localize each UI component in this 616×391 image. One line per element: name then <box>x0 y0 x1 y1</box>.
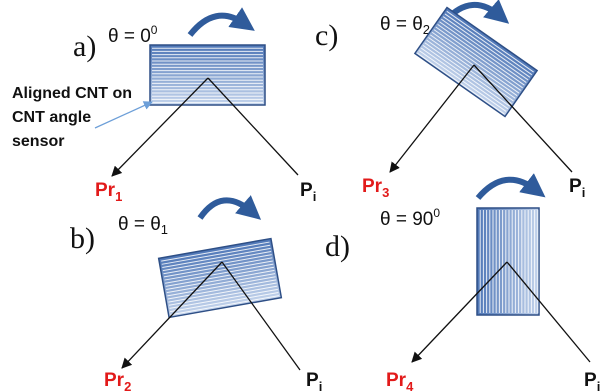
theta-text: θ = θ <box>380 14 423 35</box>
reflected-beam <box>111 77 209 177</box>
cnt-fiber <box>167 279 277 300</box>
cnt-fiber <box>161 244 271 265</box>
incident-text: P <box>584 370 597 391</box>
cnt-fiber <box>437 23 525 86</box>
sensor-body <box>413 6 539 118</box>
annotation-line-3: sensor <box>12 133 64 150</box>
reflected-text: Pr <box>104 370 125 391</box>
cnt-fiber <box>162 247 271 268</box>
incident-label: Pi <box>584 370 600 391</box>
incident-sub: i <box>597 379 601 391</box>
theta-text: θ = θ <box>118 214 161 235</box>
panel-label: d) <box>325 230 350 263</box>
cnt-fiber <box>417 52 505 115</box>
cnt-fiber <box>169 288 278 309</box>
cnt-fiber <box>163 254 272 275</box>
reflected-sub: 1 <box>115 189 122 204</box>
incident-beam <box>221 261 301 371</box>
reflected-label: Pr2 <box>104 370 131 391</box>
incident-beam <box>207 77 299 176</box>
cnt-fiber <box>161 241 270 262</box>
cnt-fiber <box>162 251 272 272</box>
cnt-fiber <box>166 269 275 291</box>
theta-text: θ = 0 <box>108 26 151 47</box>
cnt-fiber <box>435 26 523 89</box>
cnt-fiber <box>446 10 534 73</box>
cnt-fiber <box>431 31 520 94</box>
annotation: Aligned CNT on CNT angle sensor <box>12 85 153 150</box>
panel-a: a) θ = 00 Pr1 Pi <box>73 7 316 204</box>
theta-label: θ = 00 <box>108 23 158 47</box>
reflected-text: Pr <box>386 370 407 391</box>
theta-sup: 0 <box>433 206 440 220</box>
theta-label: θ = θ1 <box>118 214 168 237</box>
cnt-fiber <box>170 295 280 316</box>
reflected-beam <box>411 261 508 363</box>
cnt-fiber <box>163 257 273 278</box>
reflected-text: Pr <box>95 180 116 201</box>
cnt-fiber <box>444 13 533 76</box>
theta-sub: 1 <box>161 222 168 237</box>
cnt-fiber <box>166 273 276 294</box>
cnt-lines <box>161 241 280 316</box>
theta-label: θ = 900 <box>380 206 440 230</box>
rotation-arrow-icon <box>187 7 255 37</box>
incident-sub: i <box>313 189 317 204</box>
reflected-beam <box>389 64 475 173</box>
panel-d: d) θ = 900 Pr4 Pi <box>325 173 600 391</box>
theta-sub: 2 <box>423 22 430 37</box>
cnt-fiber <box>164 263 274 284</box>
incident-text: P <box>306 370 319 391</box>
cnt-fiber <box>441 18 529 81</box>
reflected-label: Pr3 <box>362 176 389 200</box>
reflected-sub: 4 <box>406 379 414 391</box>
cnt-fiber <box>433 29 522 91</box>
incident-beam <box>473 64 573 173</box>
incident-sub: i <box>319 379 323 391</box>
cnt-fiber <box>418 50 507 112</box>
cnt-fiber <box>439 21 527 83</box>
cnt-fiber <box>164 260 273 281</box>
panel-b: b) θ = θ1 Pr2 Pi <box>70 195 322 391</box>
theta-sup: 0 <box>151 23 158 37</box>
cnt-sensor <box>149 44 266 106</box>
incident-beam <box>506 261 591 363</box>
reflected-text: Pr <box>362 176 383 197</box>
incident-label: Pi <box>300 180 316 204</box>
reflected-beam <box>121 261 223 369</box>
cnt-fiber <box>169 291 279 313</box>
reflected-sub: 3 <box>382 185 389 200</box>
theta-label: θ = θ2 <box>380 14 430 37</box>
reflected-label: Pr4 <box>386 370 414 391</box>
reflected-sub: 2 <box>124 379 131 391</box>
panel-label: c) <box>315 19 338 52</box>
cnt-fiber <box>167 276 276 297</box>
theta-text: θ = 90 <box>380 209 433 230</box>
rotation-arrow-icon <box>197 195 262 220</box>
rotation-arrow-icon <box>475 173 546 200</box>
incident-label: Pi <box>569 176 585 200</box>
annotation-arrow-icon <box>94 101 153 129</box>
cnt-lines <box>152 47 263 104</box>
panel-label: b) <box>70 222 95 255</box>
cnt-fiber <box>442 16 531 78</box>
panel-label: a) <box>73 30 96 63</box>
incident-label: Pi <box>306 370 322 391</box>
reflected-label: Pr1 <box>95 180 122 204</box>
panel-c: c) θ = θ2 Pr3 Pi <box>315 0 585 200</box>
cnt-sensor <box>413 6 539 118</box>
annotation-line-1: Aligned CNT on <box>12 85 132 102</box>
annotation-line-2: CNT angle <box>12 109 91 126</box>
incident-sub: i <box>582 185 586 200</box>
cnt-fiber <box>420 47 509 110</box>
incident-text: P <box>300 180 313 201</box>
cnt-fiber <box>168 285 278 306</box>
incident-text: P <box>569 176 582 197</box>
cnt-sensor <box>476 207 540 316</box>
cnt-sensor <box>157 237 283 319</box>
cnt-lines <box>479 210 539 313</box>
cnt-fiber <box>165 266 275 287</box>
